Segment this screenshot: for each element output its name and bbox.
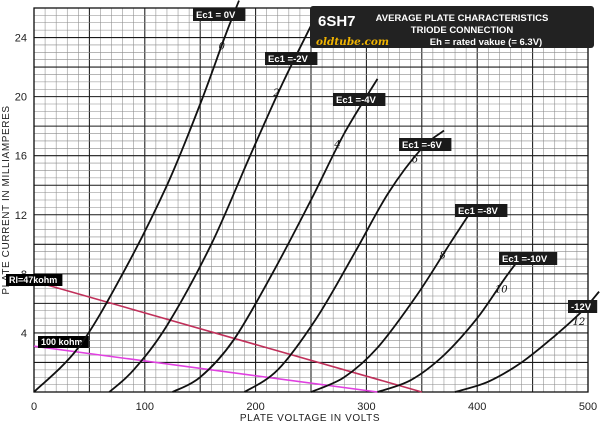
series-tag-bg xyxy=(193,8,246,21)
grid xyxy=(33,7,589,393)
y-tick-label: 12 xyxy=(15,210,27,222)
curve-hand-label: 6 xyxy=(412,154,419,165)
series-tag: -12V xyxy=(571,302,592,313)
load-line-label: 100 kohm xyxy=(41,337,83,347)
title-block: 6SH7 AVERAGE PLATE CHARACTERISTICS TRIOD… xyxy=(310,6,594,48)
y-tick-label: 16 xyxy=(15,151,27,163)
series-tag-bg xyxy=(568,300,598,313)
series-tag-bg xyxy=(333,93,386,106)
x-tick-label: 500 xyxy=(579,401,597,413)
tube-type: 6SH7 xyxy=(318,13,356,30)
series-tag-bg xyxy=(265,52,318,65)
y-tick-label: 24 xyxy=(15,33,27,45)
x-tick-label: 0 xyxy=(31,401,37,413)
plate-curve xyxy=(108,25,312,393)
plate-curves: 0 Ec1 = 0V 2 Ec1 =-2V 4 Ec1 =-4V 6 Ec1 =-6V 8 Ec1… xyxy=(33,0,600,393)
chart-subtitle: TRIODE CONNECTION xyxy=(411,25,514,36)
curve-hand-label: 10 xyxy=(495,284,508,295)
title-box xyxy=(310,6,594,48)
curve-hand-label: 12 xyxy=(572,317,585,328)
load-line-label-bg xyxy=(6,274,63,286)
load-line-label-bg xyxy=(38,336,89,348)
series-tag: Ec1 =-4V xyxy=(336,95,377,106)
y-tick-label: 4 xyxy=(21,328,27,340)
load-line xyxy=(33,345,378,393)
load-line-label: Rl=47kohm xyxy=(9,275,57,285)
series-tag-bg xyxy=(499,252,558,265)
x-tick-label: 400 xyxy=(468,401,486,413)
curve-hand-label: 8 xyxy=(440,250,446,261)
chart-title: AVERAGE PLATE CHARACTERISTICS xyxy=(376,13,549,24)
heater-note: Eh = rated vakue (= 6.3V) xyxy=(430,37,542,48)
load-line xyxy=(33,280,423,393)
y-tick-label: 20 xyxy=(15,92,27,104)
plate-curve xyxy=(172,78,379,393)
x-tick-label: 300 xyxy=(357,401,375,413)
series-tag: Ec1 = 0V xyxy=(196,10,236,21)
x-tick-label: 200 xyxy=(246,401,264,413)
curve-hand-label: 4 xyxy=(333,140,340,151)
series-tag-bg xyxy=(455,204,508,217)
series-tag: Ec1 =-10V xyxy=(502,254,548,265)
series-tag: Ec1 =-2V xyxy=(268,54,309,65)
load-lines: Rl=47kohm 100 kohm xyxy=(6,274,423,393)
x-axis-label: PLATE VOLTAGE IN VOLTS xyxy=(240,413,380,424)
plate-curve xyxy=(33,0,240,393)
curve-hand-label: 0 xyxy=(219,42,226,53)
curve-hand-label: 2 xyxy=(272,88,279,99)
plate-curve xyxy=(310,209,473,393)
series-tag-bg xyxy=(399,138,452,151)
tick-labels: 01002003004005004812162024 xyxy=(15,33,597,413)
series-tag: Ec1 =-6V xyxy=(402,140,443,151)
x-tick-label: 100 xyxy=(136,401,154,413)
plate-curve xyxy=(377,255,523,393)
y-axis-label: PLATE CURRENT IN MILLIAMPERES xyxy=(1,105,12,294)
website-label: oldtube.com xyxy=(316,36,389,48)
series-tag: Ec1 =-8V xyxy=(458,206,499,217)
